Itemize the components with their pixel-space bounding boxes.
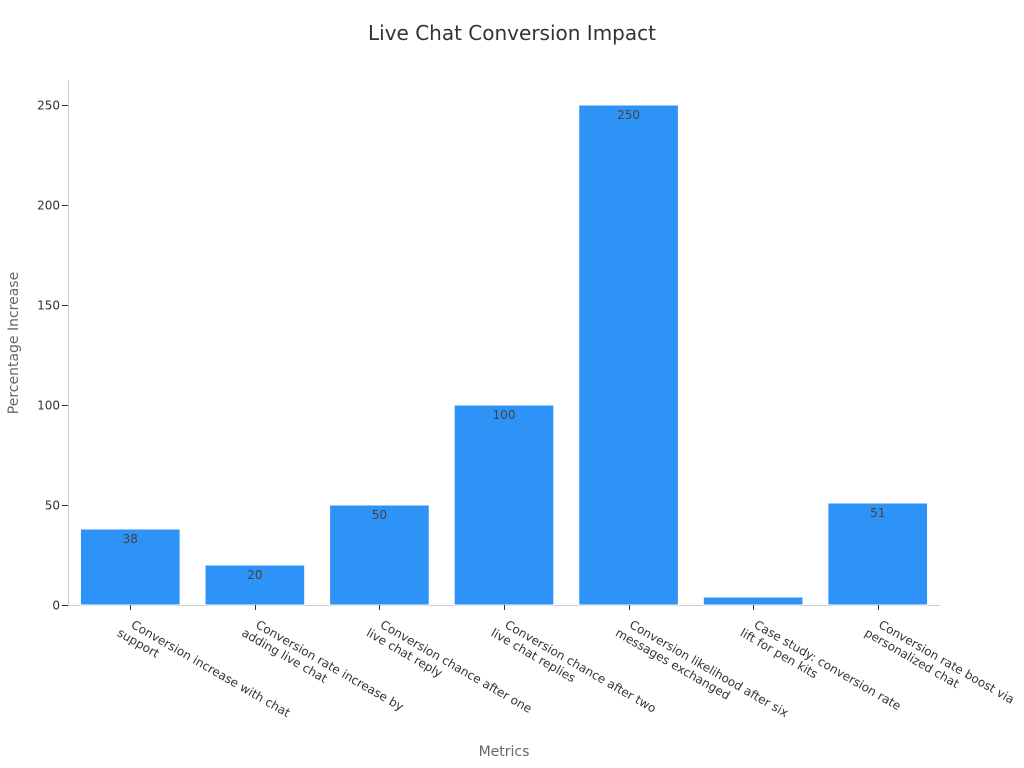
y-tick-label: 50 (45, 499, 60, 513)
y-axis-title: Percentage Increase (6, 272, 22, 414)
x-axis-title: Metrics (479, 744, 530, 760)
y-tick-label: 0 (52, 599, 60, 613)
bar (329, 504, 430, 606)
data-label: 100 (493, 408, 516, 422)
bar (702, 596, 804, 606)
chart-title: Live Chat Conversion Impact (368, 21, 656, 45)
data-label: 250 (617, 108, 640, 122)
y-tick-label: 250 (37, 99, 60, 113)
data-label: 20 (247, 568, 262, 582)
data-label: 50 (372, 508, 387, 522)
bar (453, 404, 555, 606)
bar (79, 528, 181, 606)
data-label: 38 (123, 532, 138, 546)
bars: 38 20 50 100 250 51 (79, 104, 929, 606)
y-tick-label: 100 (37, 399, 60, 413)
bar (578, 104, 679, 606)
data-label: 51 (870, 506, 885, 520)
y-tick-label: 150 (37, 299, 60, 313)
x-axis-ticks: Conversion increase with chatsupport Conv… (115, 605, 1017, 720)
bar (827, 502, 929, 606)
y-tick-label: 200 (37, 199, 60, 213)
y-axis-ticks: 0 50 100 150 200 250 (37, 99, 68, 613)
bar (204, 564, 306, 606)
x-tick-label-line: Conversion rate boost via (876, 617, 1017, 706)
